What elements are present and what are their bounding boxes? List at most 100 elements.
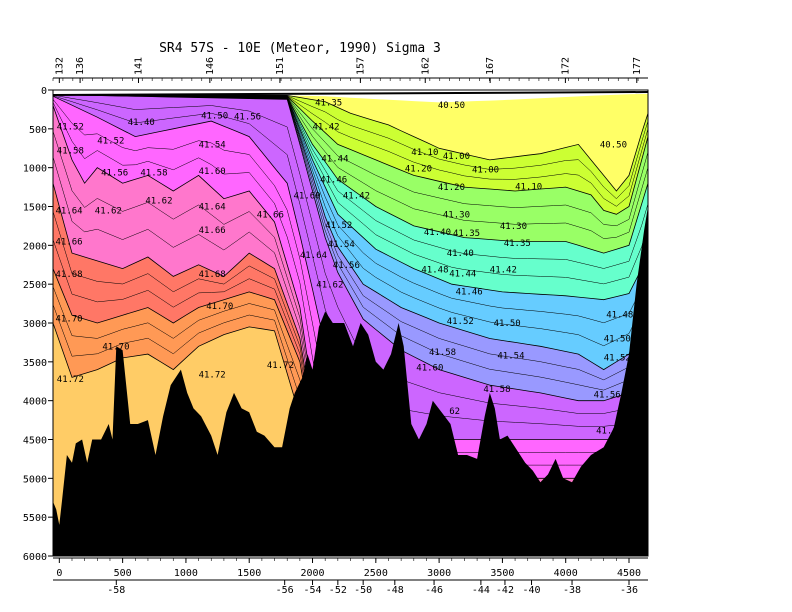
contour-label: 41.30 — [443, 210, 470, 220]
station-tick-label: 177 — [632, 57, 643, 75]
lat-tick-label: -42 — [496, 585, 514, 596]
contour-label: 41.52 — [604, 353, 631, 363]
contour-label: 41.52 — [57, 123, 84, 133]
contour-label: 41.58 — [140, 168, 167, 178]
y-tick-label: 1500 — [23, 203, 47, 214]
contour-label: 41.72 — [57, 375, 84, 385]
y-tick-label: 0 — [41, 86, 47, 97]
station-tick-label: 136 — [75, 57, 86, 75]
y-tick-label: 3500 — [23, 358, 47, 369]
contour-label: 41.35 — [315, 99, 342, 109]
contour-label: 41.68 — [199, 270, 226, 280]
contour-label: 41.62 — [95, 207, 122, 217]
contour-label: 41.70 — [102, 342, 129, 352]
contour-label: 41.52 — [447, 317, 474, 327]
contour-label: 41.00 — [443, 152, 470, 162]
contour-label: 41.40 — [424, 228, 451, 238]
station-tick-label: 167 — [485, 57, 496, 75]
contour-label: 41.20 — [438, 183, 465, 193]
contour-label: 41.56 — [101, 168, 128, 178]
y-tick-label: 5500 — [23, 513, 47, 524]
contour-label: 41.62 — [316, 280, 343, 290]
contour-label: 41.40 — [128, 118, 155, 128]
contour-label: 41.56 — [333, 261, 360, 271]
contour-label: 41.54 — [328, 240, 355, 250]
contour-label: 41.42 — [490, 266, 517, 276]
contour-label: 41.72 — [267, 361, 294, 371]
y-tick-label: 6000 — [23, 552, 47, 563]
y-tick-label: 5000 — [23, 474, 47, 485]
y-tick-label: 4000 — [23, 397, 47, 408]
contour-label: 41.66 — [56, 238, 83, 248]
station-tick-label: 157 — [355, 57, 366, 75]
contour-label: 41.42 — [313, 123, 340, 133]
band-41.66 — [53, 105, 648, 494]
lat-tick-label: -38 — [563, 585, 581, 596]
contour-label: 41.66 — [199, 226, 226, 236]
band-41.62 — [53, 96, 648, 479]
lat-tick-label: -46 — [425, 585, 443, 596]
contour-label: 41.44 — [449, 269, 476, 279]
x-tick-label: 3000 — [427, 568, 451, 579]
contour-label: 41.54 — [497, 352, 524, 362]
axes: 0500100015002000250030003500400045005000… — [23, 57, 649, 596]
lat-tick-label: -40 — [523, 585, 541, 596]
contour-label: 41.66 — [257, 210, 284, 220]
station-tick-label: 132 — [54, 57, 65, 75]
contour-label: 41.50 — [494, 319, 521, 329]
contour-label: 41.20 — [405, 165, 432, 175]
contour-label: 41.40 — [447, 249, 474, 259]
contour-label: 41.56 — [594, 391, 621, 401]
contour-label: 41.60 — [416, 363, 443, 373]
contour-label: 41.35 — [504, 239, 531, 249]
x-tick-label: 2500 — [364, 568, 388, 579]
contour-line-minor — [52, 94, 649, 414]
band-41 — [53, 93, 648, 191]
lat-tick-label: -54 — [303, 585, 321, 596]
contour-label: 41.48 — [606, 311, 633, 321]
x-tick-label: 4500 — [617, 568, 641, 579]
x-tick-label: 500 — [114, 568, 132, 579]
lat-tick-label: -58 — [107, 585, 125, 596]
contour-label: 41.46 — [320, 175, 347, 185]
chart-title: SR4 57S - 10E (Meteor, 1990) Sigma 3 — [159, 41, 441, 56]
contour-label: 41.68 — [56, 270, 83, 280]
band-41.44 — [53, 94, 648, 300]
y-tick-label: 2000 — [23, 241, 47, 252]
x-tick-label: 2000 — [300, 568, 324, 579]
contour-label: 41.00 — [472, 165, 499, 175]
contour-label: 41.58 — [57, 147, 84, 157]
y-tick-label: 2500 — [23, 280, 47, 291]
contour-label: 41.56 — [234, 113, 261, 123]
contour-label: 41.58 — [429, 348, 456, 358]
y-tick-label: 500 — [29, 125, 47, 136]
contour-label: 41.60 — [199, 167, 226, 177]
y-tick-label: 1000 — [23, 164, 47, 175]
station-tick-label: 141 — [134, 57, 145, 75]
contour-label: 41.52 — [325, 221, 352, 231]
contour-label: 41.60 — [596, 426, 623, 436]
contour-label: 41.50 — [604, 335, 631, 345]
contour-label: 41.64 — [56, 207, 83, 217]
x-tick-label: 1000 — [174, 568, 198, 579]
x-tick-label: 4000 — [554, 568, 578, 579]
x-tick-label: 3500 — [490, 568, 514, 579]
x-tick-label: 0 — [56, 568, 62, 579]
station-tick-label: 146 — [205, 57, 216, 75]
lat-tick-label: -36 — [620, 585, 638, 596]
contour-label: 41.58 — [483, 385, 510, 395]
seafloor-bathymetry — [53, 206, 648, 556]
y-tick-label: 3000 — [23, 319, 47, 330]
band-41.35 — [53, 94, 648, 254]
contour-label: 41.10 — [515, 182, 542, 192]
station-tick-label: 172 — [560, 57, 571, 75]
contour-label: 41.50 — [201, 112, 228, 122]
band-41.52 — [53, 94, 648, 401]
contour-label: 41.46 — [456, 287, 483, 297]
lat-tick-label: -52 — [329, 585, 347, 596]
contour-label: 41.48 — [421, 266, 448, 276]
contour-label: 40.50 — [600, 141, 627, 151]
contour-label: 41.44 — [321, 155, 348, 165]
lat-tick-label: -50 — [354, 585, 372, 596]
contour-label: 41.64 — [199, 203, 226, 213]
